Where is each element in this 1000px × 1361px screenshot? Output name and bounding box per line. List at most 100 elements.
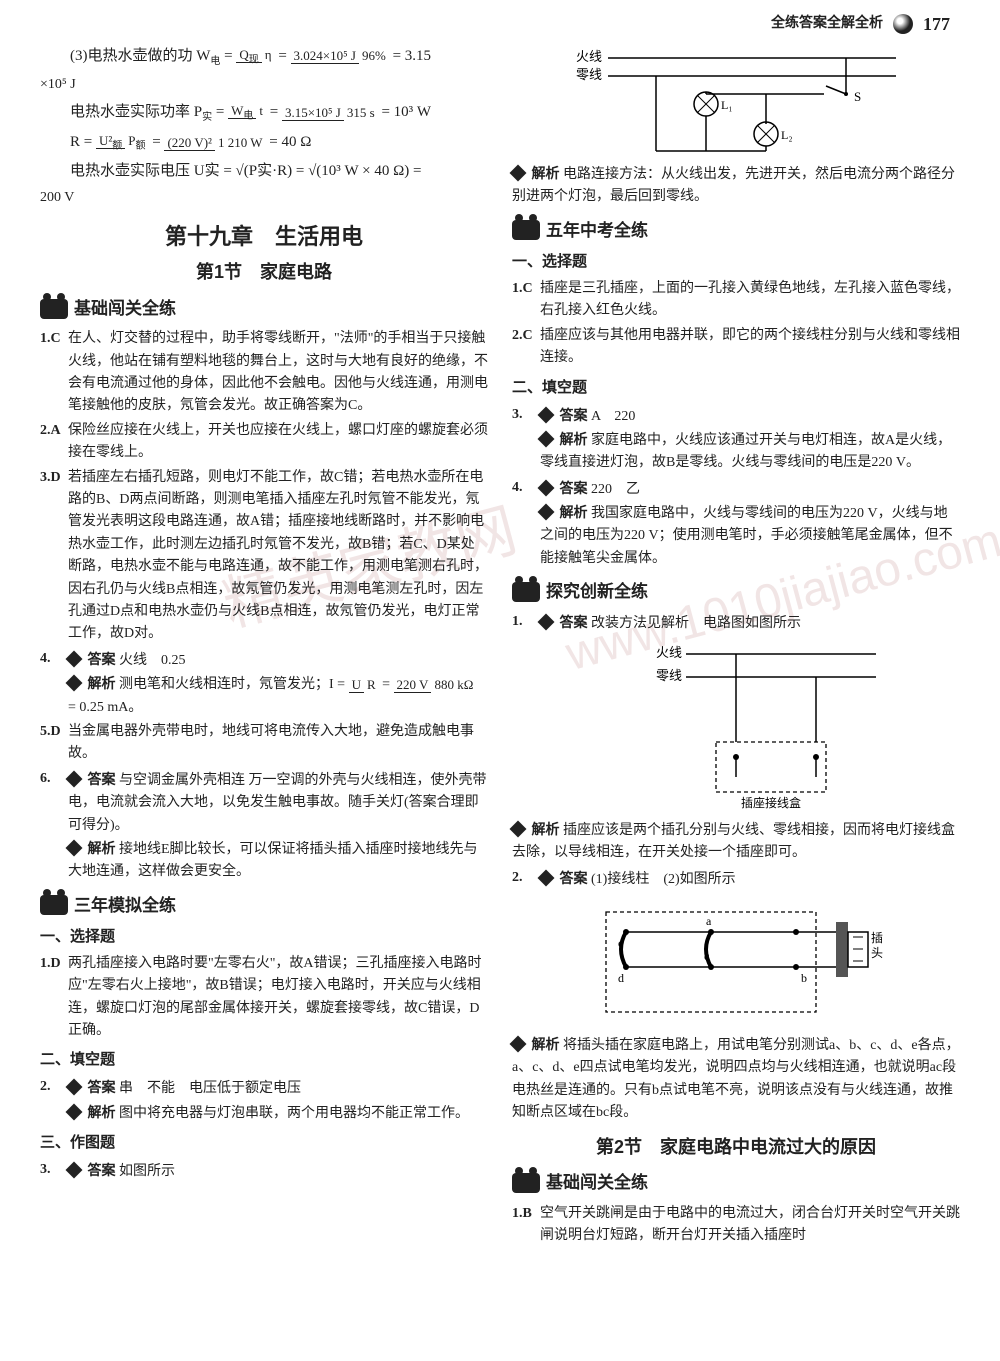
question-item: 4. 答案 220 乙 解析 我国家庭电路中，火线与零线间的电压为220 V，火… bbox=[512, 477, 960, 571]
analysis-block: 解析 将插头插在家庭电路上，用试电笔分别测试a、b、c、d、e各点，a、c、d、… bbox=[512, 1033, 960, 1125]
gem-icon bbox=[510, 1036, 527, 1053]
svg-text:火线: 火线 bbox=[576, 49, 602, 64]
svg-text:零线: 零线 bbox=[656, 668, 682, 683]
section-header: 基础闯关全练 bbox=[512, 1169, 960, 1196]
item-number: 1. bbox=[512, 611, 540, 635]
item-body: 答案 (1)接线柱 (2)如图所示 bbox=[540, 867, 960, 891]
gem-icon bbox=[538, 406, 555, 423]
item-body: 当金属电器外壳带电时，地线可将电流传入大地，避免造成触电事故。 bbox=[68, 721, 488, 766]
people-icon bbox=[512, 1173, 540, 1193]
item-number: 1.D bbox=[40, 953, 68, 1043]
question-item: 1.D 两孔插座接入电路时要"左零右火"，故A错误；三孔插座接入电路时应"左零右… bbox=[40, 953, 488, 1043]
people-icon bbox=[40, 895, 68, 915]
gem-icon bbox=[538, 504, 555, 521]
question-item: 1.C 在人、灯交替的过程中，助手将零线断开，"法师"的手相当于只接触火线，他站… bbox=[40, 328, 488, 418]
item-body: 答案 如图所示 bbox=[68, 1159, 488, 1183]
people-icon bbox=[40, 299, 68, 319]
svg-text:插: 插 bbox=[871, 931, 883, 945]
formula-line: (3)电热水壶做的功 W电 = Q现η = 3.024×10⁵ J96% = 3… bbox=[70, 44, 488, 70]
gem-icon bbox=[538, 479, 555, 496]
gem-icon bbox=[66, 675, 83, 692]
chapter-title: 第十九章 生活用电 bbox=[40, 219, 488, 254]
question-item: 3. 答案 如图所示 bbox=[40, 1159, 488, 1183]
question-item: 6. 答案 与空调金属外壳相连 万一空调的外壳与火线相连，使外壳带电，电流就会流… bbox=[40, 768, 488, 884]
svg-text:零线: 零线 bbox=[576, 67, 602, 82]
item-body: 若插座左右插孔短路，则电灯不能工作，故C错；若电热水壶所在电路的B、D两点间断路… bbox=[68, 467, 488, 646]
left-column: (3)电热水壶做的功 W电 = Q现η = 3.024×10⁵ J96% = 3… bbox=[40, 40, 488, 1249]
item-body: 两孔插座接入电路时要"左零右火"，故A错误；三孔插座接入电路时应"左零右火上接地… bbox=[68, 953, 488, 1043]
gem-icon bbox=[66, 1103, 83, 1120]
item-body: 答案 改装方法见解析 电路图如图所示 bbox=[540, 611, 960, 635]
gem-icon bbox=[538, 614, 555, 631]
formula-line: R = U²额P额 = (220 V)²1 210 W = 40 Ω bbox=[70, 130, 488, 154]
item-body: 答案 与空调金属外壳相连 万一空调的外壳与火线相连，使外壳带电，电流就会流入大地… bbox=[68, 768, 488, 884]
section-title: 第1节 家庭电路 bbox=[40, 258, 488, 287]
svg-text:a: a bbox=[706, 914, 712, 928]
item-body: 空气开关跳闸是由于电路中的电流过大，闭合台灯开关时空气开关跳闸说明台灯短路，断开… bbox=[540, 1203, 960, 1248]
item-body: 答案 220 乙 解析 我国家庭电路中，火线与零线间的电压为220 V，火线与地… bbox=[540, 477, 960, 571]
subsection-title: 二、填空题 bbox=[512, 376, 960, 400]
item-number: 3. bbox=[512, 404, 540, 475]
question-item: 3.D 若插座左右插孔短路，则电灯不能工作，故C错；若电热水壶所在电路的B、D两… bbox=[40, 467, 488, 646]
gem-icon bbox=[510, 820, 527, 837]
section-header: 五年中考全练 bbox=[512, 217, 960, 244]
people-icon bbox=[512, 582, 540, 602]
question-item: 1.C 插座是三孔插座，上面的一孔接入黄绿色地线，左孔接入蓝色零线，右孔接入红色… bbox=[512, 278, 960, 323]
question-item: 1.B 空气开关跳闸是由于电路中的电流过大，闭合台灯开关时空气开关跳闸说明台灯短… bbox=[512, 1203, 960, 1248]
question-item: 2.C 插座应该与其他用电器并联，即它的两个接线柱分别与火线和零线相连接。 bbox=[512, 325, 960, 370]
question-item: 1. 答案 改装方法见解析 电路图如图所示 bbox=[512, 611, 960, 635]
item-body: 保险丝应接在火线上，开关也应接在火线上，螺口灯座的螺旋套必须接在零线上。 bbox=[68, 420, 488, 465]
people-icon bbox=[512, 220, 540, 240]
svg-text:插座接线盒: 插座接线盒 bbox=[741, 795, 801, 810]
item-number: 3.D bbox=[40, 467, 68, 646]
right-column: 火线 零线 S L₂ L₁ 解析 bbox=[512, 40, 960, 1249]
svg-text:火线: 火线 bbox=[656, 645, 682, 660]
item-number: 6. bbox=[40, 768, 68, 884]
question-item: 2.A 保险丝应接在火线上，开关也应接在火线上，螺口灯座的螺旋套必须接在零线上。 bbox=[40, 420, 488, 465]
gem-icon bbox=[66, 770, 83, 787]
subsection-title: 三、作图题 bbox=[40, 1131, 488, 1155]
analysis-block: 解析 插座应该是两个插孔分别与火线、零线相接，因而将电灯接线盒去除，以导线相连，… bbox=[512, 818, 960, 865]
item-number: 2. bbox=[40, 1076, 68, 1125]
item-body: 答案 A 220 解析 家庭电路中，火线应该通过开关与电灯相连，故A是火线，零线… bbox=[540, 404, 960, 475]
item-number: 1.C bbox=[40, 328, 68, 418]
item-number: 4. bbox=[40, 648, 68, 719]
formula-line: 电热水壶实际电压 U实 = √(P实·R) = √(10³ W × 40 Ω) … bbox=[70, 159, 488, 183]
gem-icon bbox=[66, 1162, 83, 1179]
question-item: 3. 答案 A 220 解析 家庭电路中，火线应该通过开关与电灯相连，故A是火线… bbox=[512, 404, 960, 475]
item-body: 答案 串 不能 电压低于额定电压 解析 图中将充电器与灯泡串联，两个用电器均不能… bbox=[68, 1076, 488, 1125]
gem-icon bbox=[538, 430, 555, 447]
svg-text:L₁: L₁ bbox=[721, 98, 733, 112]
item-body: 插座应该与其他用电器并联，即它的两个接线柱分别与火线和零线相连接。 bbox=[540, 325, 960, 370]
svg-text:L₂: L₂ bbox=[781, 128, 793, 142]
question-item: 4. 答案 火线 0.25 解析 测电笔和火线相连时，氖管发光；I = UR =… bbox=[40, 648, 488, 719]
subsection-title: 一、选择题 bbox=[40, 925, 488, 949]
section-title: 第2节 家庭电路中电流过大的原因 bbox=[512, 1133, 960, 1162]
item-body: 在人、灯交替的过程中，助手将零线断开，"法师"的手相当于只接触火线，他站在铺有塑… bbox=[68, 328, 488, 418]
gem-icon bbox=[66, 650, 83, 667]
section-header: 基础闯关全练 bbox=[40, 295, 488, 322]
svg-text:d: d bbox=[618, 971, 624, 985]
item-body: 插座是三孔插座，上面的一孔接入黄绿色地线，左孔接入蓝色零线，右孔接入红色火线。 bbox=[540, 278, 960, 323]
gem-icon bbox=[66, 1079, 83, 1096]
formula-line: 200 V bbox=[40, 187, 488, 209]
circuit-diagram: 火线 零线 插座接线盒 bbox=[586, 642, 886, 812]
gem-icon bbox=[538, 869, 555, 886]
svg-text:S: S bbox=[854, 89, 861, 104]
item-number: 2.A bbox=[40, 420, 68, 465]
question-item: 2. 答案 (1)接线柱 (2)如图所示 bbox=[512, 867, 960, 891]
formula-line: 电热水壶实际功率 P实 = W电t = 3.15×10⁵ J315 s = 10… bbox=[70, 100, 488, 126]
item-number: 2. bbox=[512, 867, 540, 891]
formula-line: ×10⁵ J bbox=[40, 74, 488, 96]
gem-icon bbox=[510, 165, 527, 182]
page-content: (3)电热水壶做的功 W电 = Q现η = 3.024×10⁵ J96% = 3… bbox=[0, 0, 1000, 1269]
subsection-title: 一、选择题 bbox=[512, 250, 960, 274]
item-number: 5.D bbox=[40, 721, 68, 766]
gem-icon bbox=[66, 839, 83, 856]
circuit-diagram: 火线 零线 S L₂ L₁ bbox=[566, 46, 906, 156]
item-number: 4. bbox=[512, 477, 540, 571]
analysis-block: 解析 电路连接方法：从火线出发，先进开关，然后电流分两个路径分别进两个灯泡，最后… bbox=[512, 162, 960, 209]
section-header: 探究创新全练 bbox=[512, 578, 960, 605]
svg-text:b: b bbox=[801, 971, 807, 985]
circuit-diagram: e d a c b 插 头 bbox=[576, 897, 896, 1027]
